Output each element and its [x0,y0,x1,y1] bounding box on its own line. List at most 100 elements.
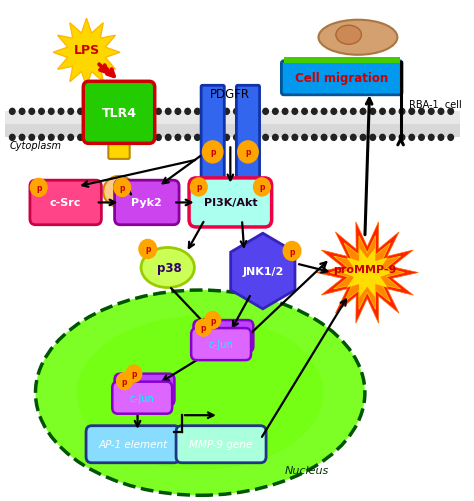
Circle shape [165,135,171,141]
FancyBboxPatch shape [284,58,400,64]
Circle shape [428,109,434,115]
FancyBboxPatch shape [282,62,402,96]
FancyBboxPatch shape [201,86,224,189]
Circle shape [139,240,156,259]
FancyBboxPatch shape [237,86,260,189]
Circle shape [68,109,73,115]
Circle shape [292,135,298,141]
Circle shape [409,109,415,115]
Circle shape [107,135,112,141]
Circle shape [448,135,454,141]
Polygon shape [231,234,295,309]
Text: p38: p38 [157,262,182,275]
Circle shape [234,109,239,115]
Circle shape [39,135,44,141]
FancyBboxPatch shape [109,135,130,160]
Circle shape [302,135,307,141]
FancyBboxPatch shape [83,82,155,144]
Circle shape [380,109,385,115]
Circle shape [185,135,191,141]
Circle shape [331,135,337,141]
Circle shape [19,109,25,115]
Ellipse shape [36,291,365,495]
Circle shape [283,242,301,261]
Circle shape [390,109,395,115]
Circle shape [302,109,307,115]
Text: RBA-1  cell: RBA-1 cell [409,100,462,110]
FancyBboxPatch shape [5,125,460,138]
Circle shape [146,109,152,115]
Text: Nucleus: Nucleus [285,465,329,475]
Circle shape [205,312,220,329]
Circle shape [97,109,103,115]
Text: JNK1/2: JNK1/2 [242,267,283,277]
Circle shape [243,109,249,115]
Circle shape [311,109,317,115]
Text: c-Jun: c-Jun [132,385,157,395]
Circle shape [58,135,64,141]
Circle shape [214,109,219,115]
Circle shape [350,109,356,115]
Text: c-Src: c-Src [50,198,82,208]
Ellipse shape [77,316,324,470]
FancyBboxPatch shape [115,181,179,225]
Circle shape [195,109,200,115]
Circle shape [360,135,366,141]
Circle shape [165,109,171,115]
Text: p: p [259,183,264,192]
Circle shape [196,320,211,337]
Text: Pyk2: Pyk2 [131,198,162,208]
Polygon shape [316,222,418,324]
Circle shape [126,365,142,382]
Circle shape [254,178,270,196]
Circle shape [370,109,375,115]
Circle shape [419,109,424,115]
Circle shape [234,135,239,141]
Text: p: p [145,245,151,254]
Text: MMP-9 gene: MMP-9 gene [190,439,253,449]
Polygon shape [342,248,393,298]
Circle shape [202,142,223,163]
Circle shape [204,135,210,141]
Circle shape [390,135,395,141]
Circle shape [331,109,337,115]
Circle shape [409,135,415,141]
Circle shape [448,109,454,115]
Circle shape [78,135,83,141]
Text: c-Jun: c-Jun [130,393,155,403]
Circle shape [253,109,259,115]
Circle shape [321,109,327,115]
Text: p: p [119,183,125,192]
Circle shape [136,109,142,115]
FancyBboxPatch shape [5,112,460,125]
Circle shape [419,135,424,141]
Circle shape [9,109,15,115]
Circle shape [321,135,327,141]
FancyBboxPatch shape [112,382,172,414]
Circle shape [360,109,366,115]
Text: p: p [131,369,137,378]
Circle shape [175,135,181,141]
Text: p: p [36,183,42,192]
Text: p: p [245,148,251,157]
Circle shape [155,109,161,115]
Circle shape [438,109,444,115]
Circle shape [399,109,405,115]
Circle shape [117,135,122,141]
Circle shape [155,135,161,141]
Circle shape [68,135,73,141]
Ellipse shape [103,176,135,207]
FancyBboxPatch shape [115,374,174,406]
Text: Cytoplasm: Cytoplasm [10,141,62,151]
Circle shape [107,109,112,115]
Circle shape [87,135,93,141]
FancyBboxPatch shape [189,178,272,227]
Circle shape [428,135,434,141]
Text: Cell migration: Cell migration [295,72,388,85]
Polygon shape [330,236,404,310]
Ellipse shape [141,248,194,288]
Ellipse shape [319,21,397,56]
FancyBboxPatch shape [193,321,253,352]
Circle shape [48,135,54,141]
Text: p: p [122,377,128,386]
